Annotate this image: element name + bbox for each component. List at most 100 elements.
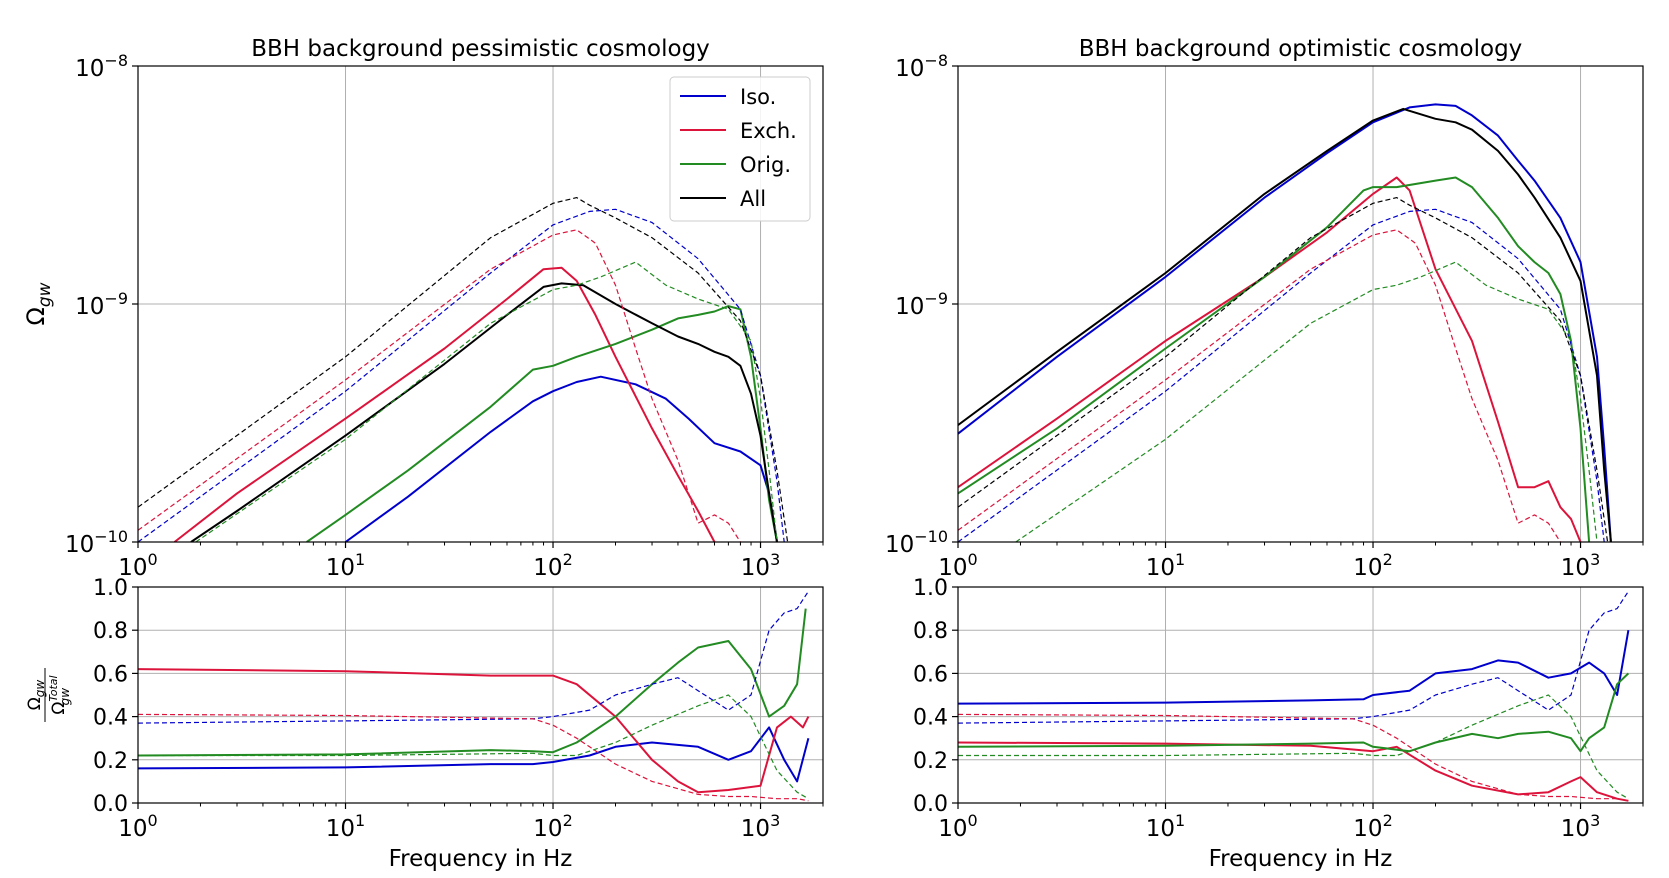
x-tick-label: 103 (1561, 550, 1600, 581)
x-tick-exponent: 0 (968, 550, 978, 569)
x-tick-label: 100 (938, 550, 977, 581)
x-tick-label: 101 (326, 550, 365, 581)
y-tick-label: 0.6 (913, 662, 948, 687)
x-tick-exponent: 0 (968, 811, 978, 830)
y-tick-exponent: −9 (924, 289, 948, 308)
y-axis-label: Ωgw (22, 282, 55, 325)
y-tick-label: 1.0 (93, 576, 128, 601)
y-tick-label: 0.0 (93, 792, 128, 817)
y-tick-exponent: −9 (104, 289, 128, 308)
y-tick-label: 0.0 (913, 792, 948, 817)
series-line-dashed (958, 590, 1629, 724)
y-tick-exponent: −8 (104, 51, 128, 70)
y-tick-label: 10−10 (65, 527, 128, 558)
series-line-dashed (958, 694, 1629, 800)
legend-label-iso: Iso. (740, 85, 776, 109)
legend-box (669, 76, 811, 222)
y-label-numerator: Ωgw (25, 680, 47, 711)
x-tick-exponent: 1 (355, 811, 365, 830)
series-group (138, 590, 810, 802)
x-tick-label: 102 (1353, 811, 1392, 842)
x-tick-exponent: 1 (1175, 550, 1185, 569)
series-line-exch (958, 176, 1582, 542)
x-tick-label: 102 (533, 550, 572, 581)
legend-label-all: All (740, 187, 766, 211)
y-tick-label: 10−9 (75, 289, 128, 320)
series-group (958, 590, 1630, 802)
series-line-iso (344, 375, 778, 542)
y-tick-label: 0.4 (913, 706, 948, 731)
y-tick-label: 0.8 (93, 619, 128, 644)
series-line-orig (138, 608, 807, 757)
series-line-dashed (138, 229, 741, 542)
series-line-dashed (195, 261, 778, 542)
series-group (138, 197, 789, 542)
y-label-numerator-subscript: gw (33, 680, 47, 698)
series-group (958, 103, 1612, 542)
y-label-denominator: ΩTotalgw (47, 675, 72, 714)
y-tick-label: 10−10 (885, 527, 948, 558)
y-tick-label: 10−8 (895, 51, 948, 82)
y-tick-label: 0.2 (93, 749, 128, 774)
series-line-iso (958, 103, 1612, 542)
x-tick-exponent: 2 (563, 550, 573, 569)
x-tick-exponent: 3 (1590, 550, 1600, 569)
x-tick-exponent: 1 (355, 550, 365, 569)
series-line-dashed (138, 694, 809, 800)
series-line-dashed (138, 197, 789, 542)
series-line-orig (306, 305, 778, 542)
y-tick-label: 0.4 (93, 706, 128, 731)
chart-title: BBH background optimistic cosmology (1079, 36, 1523, 62)
chart-panel-bottom-left: 100 101 102 1030.00.20.40.60.81.0Frequency … (25, 576, 824, 872)
y-tick-label: 0.6 (93, 662, 128, 687)
axes-frame (137, 586, 824, 804)
y-tick-label: 10−8 (75, 51, 128, 82)
x-tick-exponent: 0 (148, 811, 158, 830)
x-tick-label: 103 (741, 811, 780, 842)
series-line-dashed (958, 197, 1609, 542)
series-line-orig (958, 176, 1591, 542)
x-tick-label: 101 (1146, 550, 1185, 581)
x-tick-label: 101 (326, 811, 365, 842)
y-tick-label: 0.8 (913, 619, 948, 644)
y-tick-label: 10−9 (895, 289, 948, 320)
series-line-dashed (958, 229, 1561, 542)
series-line-exch (138, 668, 810, 794)
y-tick-exponent: −10 (94, 527, 128, 546)
series-line-dashed (138, 590, 809, 724)
x-tick-label: 103 (1561, 811, 1600, 842)
series-line-dashed (1015, 261, 1598, 542)
axes-frame (957, 586, 1644, 804)
series-line-exch (173, 266, 716, 542)
y-label-denominator-subscript: gw (58, 688, 72, 706)
series-line-all (190, 282, 778, 542)
legend-label-exch: Exch. (740, 119, 797, 143)
x-tick-label: 103 (741, 550, 780, 581)
series-line-dashed (138, 208, 785, 542)
series-line-iso (138, 726, 810, 783)
x-tick-exponent: 3 (1590, 811, 1600, 830)
legend: Iso. Exch. Orig. All (669, 76, 811, 222)
x-tick-label: 102 (1353, 550, 1392, 581)
series-line-dashed (958, 713, 1629, 802)
series-line-all (958, 107, 1612, 542)
x-tick-exponent: 3 (770, 550, 780, 569)
series-line-dashed (958, 208, 1605, 542)
chart-title: BBH background pessimistic cosmology (251, 36, 710, 62)
x-tick-label: 102 (533, 811, 572, 842)
y-label-denominator-superscript: Total (47, 675, 60, 701)
x-tick-exponent: 0 (148, 550, 158, 569)
y-tick-exponent: −8 (924, 51, 948, 70)
x-tick-exponent: 2 (563, 811, 573, 830)
x-tick-exponent: 2 (1383, 811, 1393, 830)
y-axis-label-subscript: gw (35, 282, 55, 307)
y-tick-label: 0.2 (913, 749, 948, 774)
x-tick-exponent: 3 (770, 811, 780, 830)
legend-label-orig: Orig. (740, 153, 791, 177)
y-tick-label: 1.0 (913, 576, 948, 601)
x-axis-label: Frequency in Hz (1209, 846, 1393, 872)
